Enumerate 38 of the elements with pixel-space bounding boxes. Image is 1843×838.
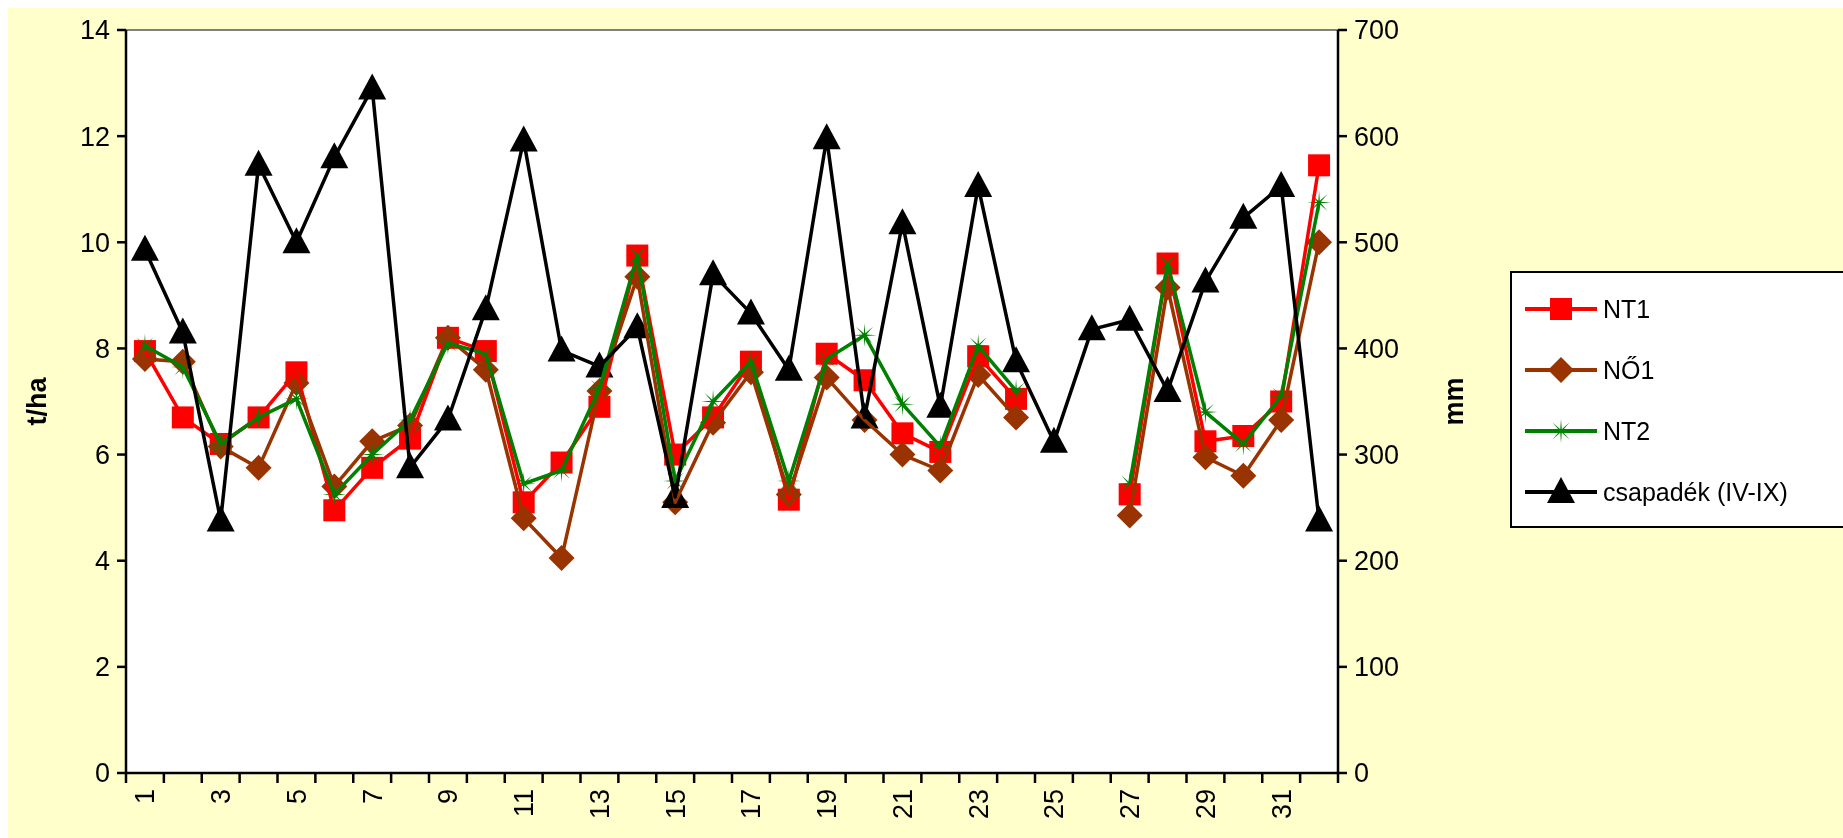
x-tick-label: 3 [206,789,237,805]
x-tick-label: 17 [736,789,767,820]
y2-tick-label: 100 [1354,652,1400,683]
y-tick-label: 2 [94,652,110,683]
y-tick-label: 12 [79,121,110,152]
x-tick-label: 19 [812,789,843,820]
y-tick-label: 4 [94,546,110,577]
x-tick-label: 1 [130,789,161,805]
legend-label: NŐ1 [1603,355,1655,384]
y2-tick-label: 0 [1354,758,1370,789]
y-tick-label: 8 [94,333,110,364]
y-axis-title: t/ha [22,376,52,426]
x-tick-label: 21 [887,789,918,820]
y2-tick-label: 700 [1354,15,1400,46]
y2-axis-title: mm [1439,377,1469,426]
y-tick-label: 14 [79,15,110,46]
legend-label: NT1 [1603,294,1651,323]
x-tick-label: 15 [660,789,691,820]
y2-tick-label: 600 [1354,121,1400,152]
x-tick-label: 13 [584,789,615,820]
y2-tick-label: 400 [1354,333,1400,364]
x-tick-label: 5 [281,789,312,805]
legend-label: csapadék (IV-IX) [1603,477,1788,506]
x-tick-label: 29 [1190,789,1221,820]
y2-tick-label: 200 [1354,546,1400,577]
y-tick-label: 6 [94,440,110,471]
x-tick-label: 27 [1115,789,1146,820]
x-tick-label: 31 [1266,789,1297,820]
x-tick-label: 7 [357,789,388,805]
x-tick-label: 25 [1039,789,1070,820]
x-tick-label: 9 [433,789,464,805]
y2-tick-label: 300 [1354,440,1400,471]
legend-label: NT2 [1603,416,1651,445]
y-tick-label: 0 [94,758,110,789]
x-tick-label: 23 [963,789,994,820]
x-tick-label: 11 [509,789,540,818]
y-tick-label: 10 [79,227,110,258]
y2-tick-label: 500 [1354,227,1400,258]
